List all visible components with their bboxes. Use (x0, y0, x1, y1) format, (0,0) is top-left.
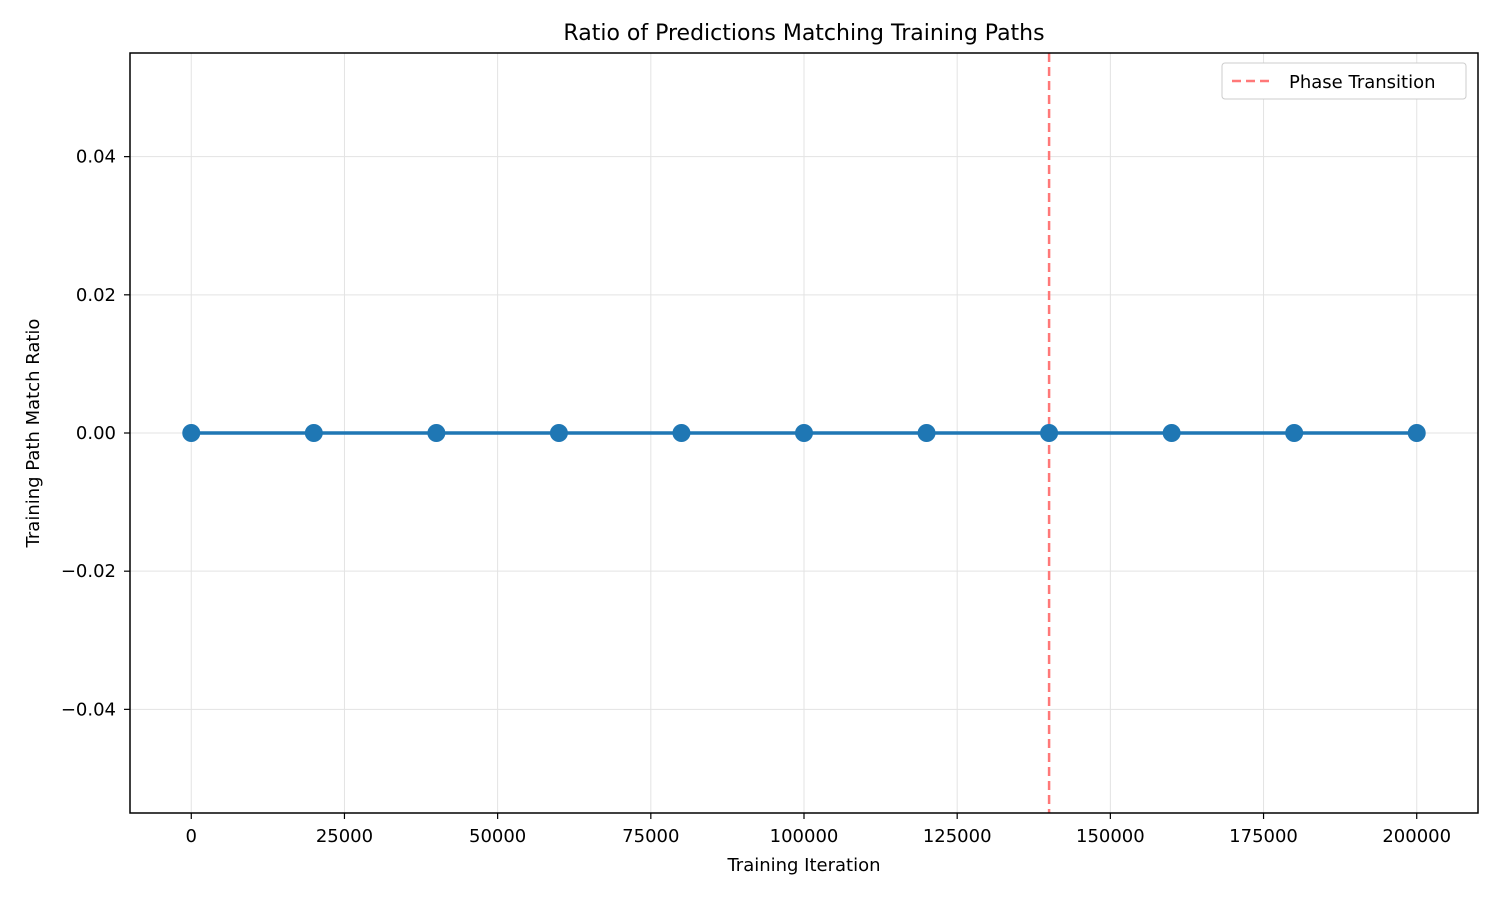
x-tick-label: 200000 (1382, 826, 1451, 847)
data-point (427, 424, 446, 442)
legend: Phase Transition (1221, 62, 1467, 100)
x-tick-label: 175000 (1229, 826, 1298, 847)
data-point (1040, 424, 1059, 442)
x-axis-ticks: 0 25000 50000 75000 100000 125000 150000 175000… (186, 813, 1451, 847)
series-layer (182, 424, 1426, 442)
data-point (182, 424, 201, 442)
data-point (1285, 424, 1304, 442)
legend-label-phase-transition: Phase Transition (1289, 72, 1436, 93)
data-point (917, 424, 936, 442)
y-tick-label: 0.02 (76, 285, 116, 306)
x-tick-label: 0 (186, 826, 197, 847)
x-tick-label: 150000 (1076, 826, 1145, 847)
x-tick-label: 125000 (923, 826, 992, 847)
y-axis-ticks: −0.04 −0.02 0.00 0.02 0.04 (61, 147, 130, 720)
data-point (672, 424, 691, 442)
data-point (549, 424, 568, 442)
x-tick-label: 100000 (770, 826, 839, 847)
y-tick-label: −0.02 (61, 561, 116, 582)
y-tick-label: 0.04 (76, 147, 116, 168)
data-point (795, 424, 813, 442)
y-tick-label: 0.00 (76, 423, 116, 444)
chart-title: Ratio of Predictions Matching Training P… (563, 21, 1044, 46)
x-tick-label: 75000 (622, 826, 679, 847)
data-point (304, 424, 323, 442)
y-axis-label: Training Path Match Ratio (23, 319, 44, 549)
y-tick-label: −0.04 (61, 699, 116, 720)
x-tick-label: 50000 (469, 826, 526, 847)
x-tick-label: 25000 (316, 826, 373, 847)
data-point (1162, 424, 1181, 442)
data-point (1407, 424, 1426, 442)
legend-box (1221, 62, 1467, 100)
x-axis-label: Training Iteration (726, 855, 880, 876)
